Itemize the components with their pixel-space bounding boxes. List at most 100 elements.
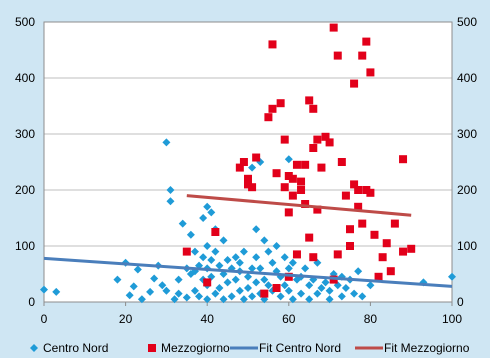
x-tick-label: 40 bbox=[201, 312, 215, 326]
data-point bbox=[227, 292, 236, 301]
data-point bbox=[235, 286, 244, 295]
data-point bbox=[146, 287, 155, 296]
data-point bbox=[129, 282, 138, 291]
data-point bbox=[297, 177, 306, 186]
data-point bbox=[280, 183, 289, 192]
data-point bbox=[301, 160, 310, 169]
data-point bbox=[309, 253, 318, 262]
data-point bbox=[366, 68, 375, 77]
data-point bbox=[284, 286, 293, 295]
y-tick-label-right: 200 bbox=[457, 183, 477, 197]
legend-swatch bbox=[148, 344, 156, 352]
data-point bbox=[260, 236, 269, 245]
data-point bbox=[239, 158, 248, 166]
data-point bbox=[203, 278, 212, 287]
data-point bbox=[284, 172, 293, 180]
data-point bbox=[223, 278, 232, 287]
data-point bbox=[150, 274, 159, 283]
data-point bbox=[305, 281, 314, 290]
data-point bbox=[137, 295, 146, 304]
data-point bbox=[260, 289, 269, 298]
data-point bbox=[219, 236, 228, 245]
data-point bbox=[301, 200, 310, 208]
data-point bbox=[313, 135, 322, 144]
data-point bbox=[166, 186, 175, 194]
x-axis: 0 20 40 60 80 100 bbox=[41, 302, 462, 326]
y-tick-label-right: 300 bbox=[457, 127, 477, 141]
data-point bbox=[40, 285, 48, 294]
data-point bbox=[321, 278, 330, 287]
data-point bbox=[231, 253, 240, 262]
y-axis-right: 0 100 200 300 400 500 bbox=[457, 15, 477, 309]
legend-item: Mezzogiorno bbox=[148, 341, 230, 355]
data-point bbox=[378, 253, 387, 262]
series-fit-centro-nord bbox=[43, 256, 453, 288]
y-axis-left: 0 100 200 300 400 500 bbox=[15, 15, 35, 309]
data-point bbox=[264, 247, 273, 256]
data-point bbox=[407, 244, 416, 253]
data-point bbox=[288, 295, 297, 304]
data-point bbox=[358, 219, 367, 228]
data-point bbox=[276, 292, 285, 301]
data-point bbox=[182, 293, 191, 302]
data-point bbox=[207, 256, 216, 264]
y-tick-label-left: 200 bbox=[15, 183, 35, 197]
data-point bbox=[239, 247, 248, 256]
data-point bbox=[301, 264, 310, 273]
legend-label: Fit Mezzogiorno bbox=[384, 341, 470, 355]
data-point bbox=[211, 289, 220, 298]
data-point bbox=[219, 295, 228, 304]
y-tick-label-right: 500 bbox=[457, 15, 477, 29]
data-point bbox=[182, 247, 191, 256]
data-point bbox=[203, 202, 212, 211]
data-point bbox=[215, 261, 224, 270]
data-point bbox=[305, 96, 314, 105]
fit-line bbox=[186, 194, 412, 217]
data-point bbox=[337, 292, 346, 301]
data-point bbox=[244, 284, 252, 292]
data-point bbox=[297, 186, 306, 194]
data-point bbox=[244, 180, 252, 189]
data-point bbox=[313, 205, 322, 214]
data-point bbox=[374, 272, 383, 281]
y-tick-label-right: 400 bbox=[457, 71, 477, 85]
data-point bbox=[272, 284, 281, 292]
data-point bbox=[186, 230, 195, 239]
data-point bbox=[313, 289, 322, 298]
data-point bbox=[190, 286, 199, 295]
data-point bbox=[386, 267, 395, 276]
data-point bbox=[350, 289, 359, 298]
data-point bbox=[113, 275, 122, 284]
data-point bbox=[248, 163, 257, 172]
data-point bbox=[305, 295, 314, 304]
data-point bbox=[162, 138, 171, 147]
data-point bbox=[333, 51, 342, 60]
data-point bbox=[390, 219, 399, 228]
legend-label: Mezzogiorno bbox=[161, 341, 230, 355]
data-point bbox=[235, 163, 244, 172]
data-point bbox=[211, 228, 220, 236]
data-point bbox=[337, 158, 346, 166]
data-point bbox=[325, 295, 334, 304]
fit-line bbox=[43, 256, 453, 288]
x-tick-label: 80 bbox=[364, 312, 378, 326]
data-point bbox=[264, 281, 273, 290]
data-point bbox=[325, 138, 334, 147]
legend-swatch bbox=[30, 344, 38, 352]
data-point bbox=[284, 264, 293, 273]
legend: Centro Nord Mezzogiorno Fit Centro Nord Fit… bbox=[30, 341, 470, 355]
series-fit-mezzogiorno bbox=[186, 194, 412, 217]
data-point bbox=[358, 292, 367, 301]
data-point bbox=[52, 287, 61, 296]
data-point bbox=[166, 197, 175, 206]
data-point bbox=[280, 135, 289, 144]
data-point bbox=[125, 291, 134, 300]
y-tick-label-left: 100 bbox=[15, 239, 35, 253]
data-point bbox=[346, 242, 354, 250]
data-point bbox=[170, 295, 179, 304]
data-point bbox=[190, 247, 199, 256]
data-point bbox=[256, 264, 265, 273]
data-point bbox=[215, 284, 224, 292]
data-point bbox=[203, 295, 212, 304]
y-tick-label-right: 100 bbox=[457, 239, 477, 253]
